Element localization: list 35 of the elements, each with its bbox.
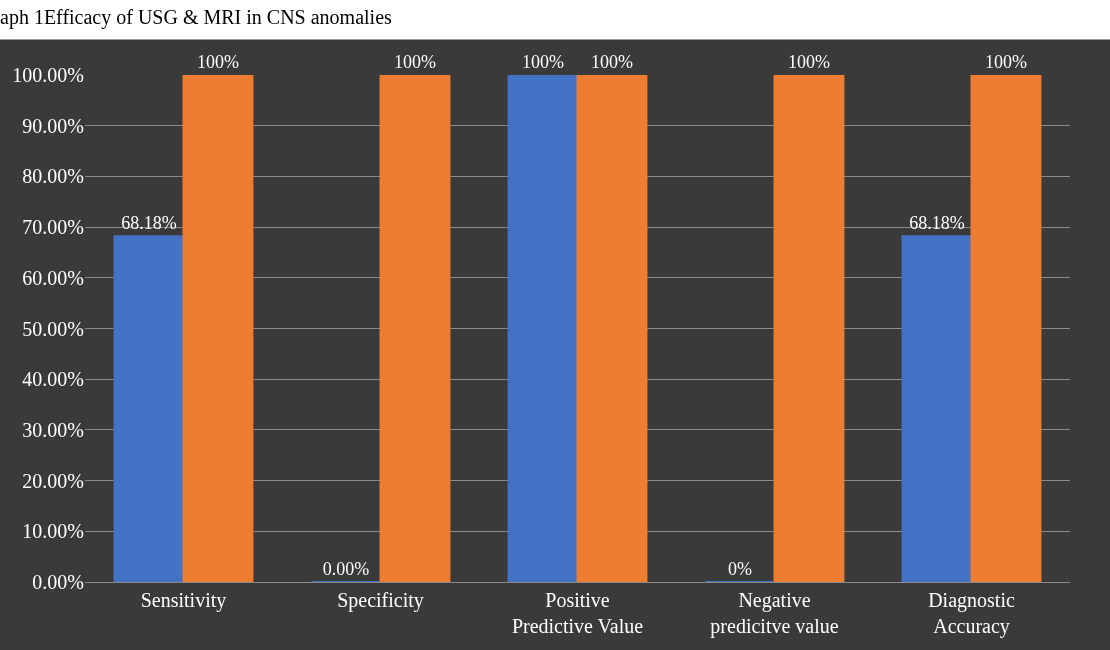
y-tick-label: 10.00% (22, 520, 84, 543)
data-label: 68.18% (909, 213, 965, 234)
bar (379, 75, 451, 582)
bar (576, 75, 648, 582)
data-label: 0.00% (322, 559, 370, 579)
data-label: 100% (393, 52, 436, 72)
bar (970, 75, 1042, 582)
bar (182, 75, 254, 582)
bar (113, 235, 185, 582)
x-tick-label: Negative predicitve value (710, 589, 839, 638)
y-tick-label: 60.00% (22, 266, 84, 289)
y-tick-label: 40.00% (22, 368, 84, 391)
bar (507, 75, 579, 582)
data-label: 100% (196, 52, 239, 72)
x-tick-label: Sensitivity (140, 589, 227, 612)
x-tick-label: Specificity (337, 589, 424, 612)
y-tick-label: 100.00% (12, 64, 84, 86)
data-label: 100% (522, 52, 565, 72)
data-label: 100% (590, 52, 633, 72)
y-tick-label: 20.00% (22, 469, 84, 492)
y-tick-label: 70.00% (22, 216, 84, 239)
data-label: 100% (984, 52, 1027, 72)
bar (901, 235, 973, 582)
y-tick-label: 80.00% (22, 165, 84, 188)
data-label: 0% (728, 559, 753, 579)
chart-title: aph 1Efficacy of USG & MRI in CNS anomalies (0, 5, 393, 29)
y-tick-label: 90.00% (22, 114, 84, 137)
data-label: 68.18% (121, 213, 177, 234)
x-tick-label: Diagnostic Accuracy (928, 589, 1015, 638)
y-tick-label: 50.00% (22, 317, 84, 340)
y-tick-label: 0.00% (32, 571, 84, 593)
data-label: 100% (787, 52, 830, 72)
bar (773, 75, 845, 582)
x-tick-label: Positive Predictive Value (511, 589, 644, 637)
y-tick-label: 30.00% (22, 418, 84, 441)
